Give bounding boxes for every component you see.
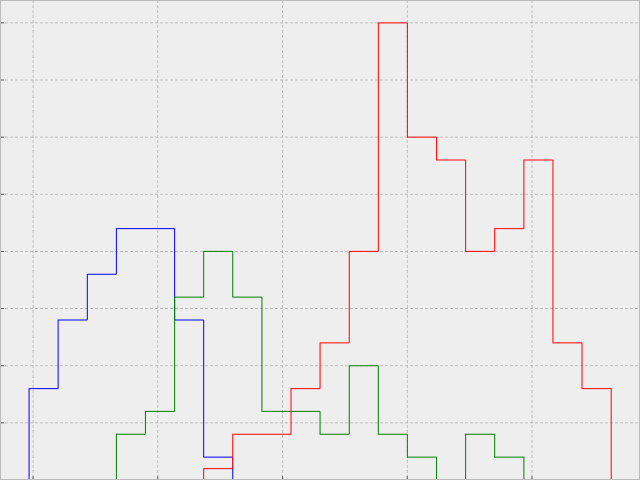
histogram-step (494, 228, 524, 252)
histogram-step (465, 160, 495, 252)
histogram-step (203, 468, 233, 480)
histogram-step (319, 342, 350, 389)
histogram-step (232, 251, 262, 298)
histogram-step (406, 22, 437, 138)
histogram-step (28, 388, 59, 480)
histogram-step (436, 457, 466, 480)
histogram-step (436, 137, 466, 161)
histogram-step (174, 228, 204, 321)
histogram-step (377, 365, 408, 435)
histogram-step (144, 410, 175, 435)
histogram-step (232, 433, 262, 469)
histogram-step (348, 365, 379, 435)
histogram-step (319, 411, 350, 435)
histogram-step (406, 434, 437, 458)
histogram-step (203, 320, 234, 480)
histogram-step (581, 342, 612, 480)
histogram-step (115, 433, 146, 480)
histogram-step (290, 388, 321, 435)
histogram-step (203, 250, 233, 298)
histogram-step (348, 250, 379, 343)
histogram-step (523, 159, 553, 229)
histogram-step (465, 433, 495, 480)
histogram-step (174, 296, 204, 412)
histogram-step (377, 22, 408, 252)
histogram-step (494, 434, 525, 480)
histogram-step (261, 297, 291, 412)
histogram-step (552, 160, 582, 344)
histogram-step (57, 319, 88, 389)
histogram-step (115, 228, 146, 275)
histogram-step (86, 273, 117, 320)
